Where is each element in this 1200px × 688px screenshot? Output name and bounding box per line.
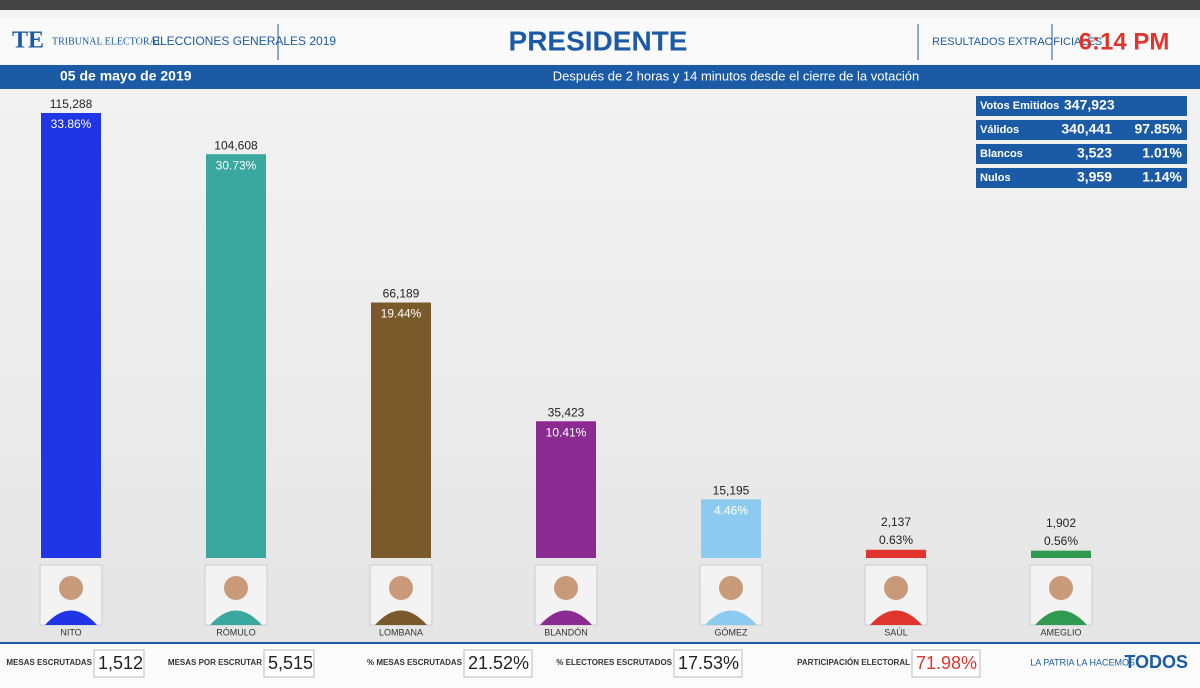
slogan-big: TODOS: [1124, 652, 1188, 672]
footer-label: % MESAS ESCRUTADAS: [367, 658, 463, 667]
summary-row: [976, 144, 1187, 164]
photo-body: [375, 610, 427, 625]
photo-body: [705, 610, 757, 625]
elapsed: Después de 2 horas y 14 minutos desde el…: [553, 68, 919, 83]
footer-box: [463, 649, 533, 678]
footer-label: PARTICIPACIÓN ELECTORAL: [797, 658, 910, 667]
bar: [1031, 550, 1091, 558]
share-label: 30.73%: [216, 158, 257, 172]
value-label: 66,189: [383, 287, 420, 301]
summary-row: [976, 120, 1187, 140]
share-label: 33.86%: [51, 117, 92, 131]
footer-box: [673, 649, 743, 678]
results: RESULTADOS EXTRAOFICIALES: [932, 36, 1102, 48]
photo-body: [870, 610, 922, 625]
candidate-name: AMEGLIO: [1040, 627, 1081, 637]
summary-share: 97.85%: [1135, 121, 1183, 137]
photo-head: [719, 576, 743, 600]
photo-head: [59, 576, 83, 600]
candidate-name: GÓMEZ: [715, 627, 749, 637]
share-label: 0.63%: [879, 533, 913, 547]
footer: [0, 643, 1200, 688]
summary-label: Válidos: [980, 124, 1019, 136]
logo: TE: [12, 28, 44, 54]
photo-head: [389, 576, 413, 600]
value-label: 35,423: [548, 405, 585, 419]
share-label: 10.41%: [546, 425, 587, 439]
summary-share: 1.14%: [1142, 169, 1182, 185]
summary-votes: 347,923: [1064, 97, 1115, 113]
summary-share: 1.01%: [1142, 145, 1182, 161]
value-label: 15,195: [713, 484, 750, 498]
bar: [41, 113, 101, 558]
bar: [701, 499, 761, 558]
photo-head: [224, 576, 248, 600]
summary-label: Votos Emitidos: [980, 100, 1059, 112]
bar: [206, 154, 266, 558]
footer-value: 5,515: [268, 653, 313, 673]
slogan-small: LA PATRIA LA HACEMOS: [1030, 657, 1135, 667]
bar: [866, 549, 926, 558]
footer-label: % ELECTORES ESCRUTADOS: [556, 658, 672, 667]
summary-votes: 3,523: [1077, 145, 1112, 161]
date: 05 de mayo de 2019: [60, 68, 192, 84]
photo-body: [210, 610, 262, 625]
footer-value: 17.53%: [678, 653, 739, 673]
summary-votes: 340,441: [1061, 121, 1112, 137]
candidate-name: NITO: [60, 627, 81, 637]
footer-box: [263, 649, 315, 678]
footer-label: MESAS POR ESCRUTAR: [168, 658, 262, 667]
share-label: 0.56%: [1044, 534, 1078, 548]
photo-body: [45, 610, 97, 625]
candidate-name: SAÚL: [884, 627, 908, 637]
photo-body: [1035, 610, 1087, 625]
photo-body: [540, 610, 592, 625]
summary-row: [976, 168, 1187, 188]
top-strip: [0, 0, 1200, 10]
candidate-name: LOMBANA: [379, 627, 423, 637]
value-label: 1,902: [1046, 516, 1076, 530]
bar: [371, 302, 431, 558]
candidate-name: RÓMULO: [216, 627, 256, 637]
footer-box: [911, 649, 981, 678]
summary-label: Blancos: [980, 148, 1023, 160]
summary-votes: 3,959: [1077, 169, 1112, 185]
summary-row: [976, 96, 1187, 116]
share-label: 19.44%: [381, 307, 422, 321]
footer-label: MESAS ESCRUTADAS: [6, 658, 92, 667]
photo-head: [884, 576, 908, 600]
footer-value: 1,512: [98, 653, 143, 673]
share-label: 4.46%: [714, 504, 748, 518]
office: PRESIDENTE: [509, 25, 688, 56]
footer-value: 21.52%: [468, 653, 529, 673]
election: ELECCIONES GENERALES 2019: [152, 34, 336, 48]
bar: [536, 421, 596, 558]
info-bar: [0, 65, 1200, 89]
value-label: 115,288: [50, 97, 93, 111]
value-label: 2,137: [881, 515, 911, 529]
value-label: 104,608: [214, 138, 258, 152]
footer-box: [93, 649, 145, 678]
header: [0, 18, 1200, 64]
candidate-name: BLANDÓN: [544, 627, 588, 637]
photo-head: [1049, 576, 1073, 600]
footer-value: 71.98%: [916, 653, 977, 673]
photo-head: [554, 576, 578, 600]
time: 6:14 PM: [1079, 28, 1170, 55]
summary-label: Nulos: [980, 172, 1011, 184]
logo-name: TRIBUNAL ELECTORAL: [52, 36, 163, 47]
